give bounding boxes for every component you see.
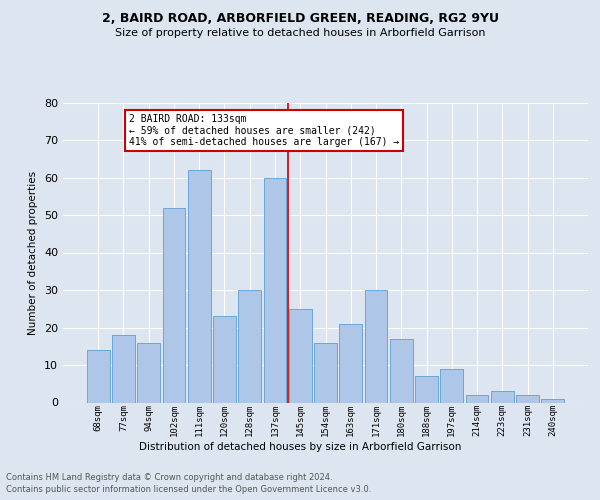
Bar [491,391,514,402]
Text: Size of property relative to detached houses in Arborfield Garrison: Size of property relative to detached ho… [115,28,485,38]
Text: 2 BAIRD ROAD: 133sqm
← 59% of detached houses are smaller (242)
41% of semi-deta: 2 BAIRD ROAD: 133sqm ← 59% of detached h… [128,114,399,147]
Bar [213,316,236,402]
Bar [390,339,413,402]
Text: Contains public sector information licensed under the Open Government Licence v3: Contains public sector information licen… [6,485,371,494]
Bar [516,395,539,402]
Bar [263,178,286,402]
Bar [415,376,438,402]
Bar [365,290,388,403]
Y-axis label: Number of detached properties: Number of detached properties [28,170,38,334]
Text: 2, BAIRD ROAD, ARBORFIELD GREEN, READING, RG2 9YU: 2, BAIRD ROAD, ARBORFIELD GREEN, READING… [101,12,499,26]
Text: Contains HM Land Registry data © Crown copyright and database right 2024.: Contains HM Land Registry data © Crown c… [6,472,332,482]
Bar [112,335,135,402]
Bar [238,290,261,403]
Bar [289,308,311,402]
Bar [163,208,185,402]
Bar [87,350,110,403]
Bar [188,170,211,402]
Bar [314,342,337,402]
Bar [340,324,362,402]
Bar [541,399,564,402]
Text: Distribution of detached houses by size in Arborfield Garrison: Distribution of detached houses by size … [139,442,461,452]
Bar [466,395,488,402]
Bar [440,369,463,402]
Bar [137,342,160,402]
